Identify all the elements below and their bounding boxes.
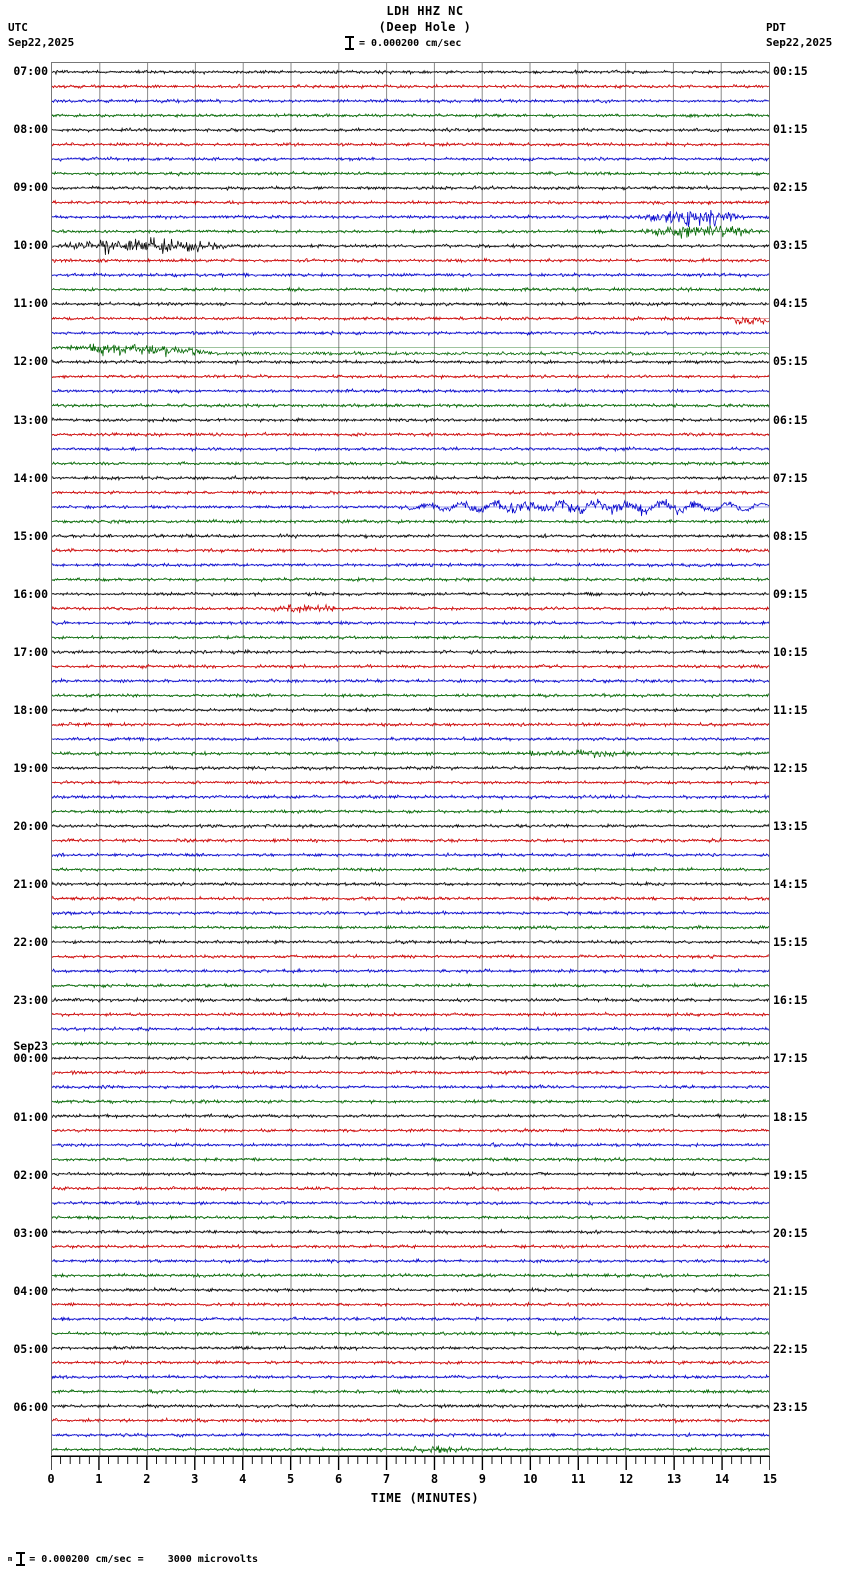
utc-corner-block: UTC Sep22,2025 xyxy=(8,20,74,50)
x-tick-label: 8 xyxy=(431,1472,438,1486)
hour-label-right: 15:15 xyxy=(773,936,848,948)
x-tick-label: 5 xyxy=(287,1472,294,1486)
hour-label-left: 05:00 xyxy=(0,1343,48,1355)
utc-timezone-label: UTC xyxy=(8,20,74,35)
hour-label-left: 14:00 xyxy=(0,472,48,484)
hour-label-left: 00:00 xyxy=(0,1052,48,1064)
hour-label-left: 16:00 xyxy=(0,588,48,600)
footer-ibeam-icon xyxy=(16,1552,25,1566)
x-tick-label: 6 xyxy=(335,1472,342,1486)
hour-label-left: 22:00 xyxy=(0,936,48,948)
hour-label-left: 17:00 xyxy=(0,646,48,658)
x-tick-label: 2 xyxy=(143,1472,150,1486)
x-axis-ticks xyxy=(51,1456,770,1470)
hour-label-right: 17:15 xyxy=(773,1052,848,1064)
x-axis-labels: 0123456789101112131415 xyxy=(0,1472,850,1488)
x-tick-label: 13 xyxy=(667,1472,681,1486)
hour-label-right: 02:15 xyxy=(773,181,848,193)
hour-label-right: 10:15 xyxy=(773,646,848,658)
hour-label-left: 09:00 xyxy=(0,181,48,193)
hour-label-left: 15:00 xyxy=(0,530,48,542)
x-tick-label: 1 xyxy=(95,1472,102,1486)
hour-label-right: 00:15 xyxy=(773,65,848,77)
x-tick-label: 15 xyxy=(763,1472,777,1486)
hour-label-right: 06:15 xyxy=(773,414,848,426)
hour-label-right: 16:15 xyxy=(773,994,848,1006)
x-tick-label: 0 xyxy=(47,1472,54,1486)
hour-label-left: 08:00 xyxy=(0,123,48,135)
hour-label-right: 23:15 xyxy=(773,1401,848,1413)
trace-layer xyxy=(52,63,769,1455)
seismogram-plot[interactable] xyxy=(51,62,770,1456)
hour-label-left: 18:00 xyxy=(0,704,48,716)
x-axis-title: TIME (MINUTES) xyxy=(0,1491,850,1505)
hour-label-right: 09:15 xyxy=(773,588,848,600)
footer-prefix: m xyxy=(8,1555,12,1563)
hour-label-left: 06:00 xyxy=(0,1401,48,1413)
x-tick-label: 12 xyxy=(619,1472,633,1486)
x-tick-label: 9 xyxy=(479,1472,486,1486)
hour-label-right: 05:15 xyxy=(773,355,848,367)
day-change-marker: Sep23 xyxy=(0,1040,48,1052)
trace-row xyxy=(52,344,769,357)
hour-label-left: 23:00 xyxy=(0,994,48,1006)
trace-row xyxy=(52,317,769,325)
hour-label-left: 11:00 xyxy=(0,297,48,309)
hour-label-left: 13:00 xyxy=(0,414,48,426)
hour-label-left: 10:00 xyxy=(0,239,48,251)
hour-label-left: 01:00 xyxy=(0,1111,48,1123)
hour-label-right: 08:15 xyxy=(773,530,848,542)
hour-label-right: 01:15 xyxy=(773,123,848,135)
x-tick-label: 4 xyxy=(239,1472,246,1486)
hour-label-right: 20:15 xyxy=(773,1227,848,1239)
station-title: LDH HHZ NC xyxy=(0,4,850,18)
hour-label-right: 12:15 xyxy=(773,762,848,774)
footer-scale-note: m = 0.000200 cm/sec = 3000 microvolts xyxy=(8,1552,258,1566)
hour-label-left: 02:00 xyxy=(0,1169,48,1181)
hour-label-right: 11:15 xyxy=(773,704,848,716)
hour-label-left: 20:00 xyxy=(0,820,48,832)
x-tick-label: 10 xyxy=(523,1472,537,1486)
x-tick-label: 3 xyxy=(191,1472,198,1486)
hour-label-right: 04:15 xyxy=(773,297,848,309)
footer-text: = 0.000200 cm/sec = 3000 microvolts xyxy=(29,1554,258,1565)
x-tick-label: 14 xyxy=(715,1472,729,1486)
trace-row xyxy=(52,225,769,238)
hour-label-right: 13:15 xyxy=(773,820,848,832)
hour-label-right: 19:15 xyxy=(773,1169,848,1181)
hour-label-left: 21:00 xyxy=(0,878,48,890)
scale-ibeam-icon xyxy=(345,36,354,50)
trace-row xyxy=(52,1085,769,1089)
scale-legend-text: = 0.000200 cm/sec xyxy=(359,38,461,49)
x-tick-label: 7 xyxy=(383,1472,390,1486)
hour-label-right: 07:15 xyxy=(773,472,848,484)
hour-label-left: 04:00 xyxy=(0,1285,48,1297)
pdt-date-label: Sep22,2025 xyxy=(766,35,832,50)
hour-label-left: 03:00 xyxy=(0,1227,48,1239)
hour-label-right: 03:15 xyxy=(773,239,848,251)
hour-label-right: 18:15 xyxy=(773,1111,848,1123)
x-tick-label: 11 xyxy=(571,1472,585,1486)
hour-label-left: 12:00 xyxy=(0,355,48,367)
hour-label-right: 14:15 xyxy=(773,878,848,890)
trace-row xyxy=(52,499,769,516)
utc-date-label: Sep22,2025 xyxy=(8,35,74,50)
hour-label-right: 22:15 xyxy=(773,1343,848,1355)
trace-row xyxy=(52,210,769,227)
pdt-timezone-label: PDT xyxy=(766,20,832,35)
hour-label-left: 07:00 xyxy=(0,65,48,77)
hour-label-right: 21:15 xyxy=(773,1285,848,1297)
pdt-corner-block: PDT Sep22,2025 xyxy=(766,20,832,50)
scale-legend: = 0.000200 cm/sec xyxy=(345,36,461,50)
hour-label-left: 19:00 xyxy=(0,762,48,774)
station-description: (Deep Hole ) xyxy=(0,20,850,34)
